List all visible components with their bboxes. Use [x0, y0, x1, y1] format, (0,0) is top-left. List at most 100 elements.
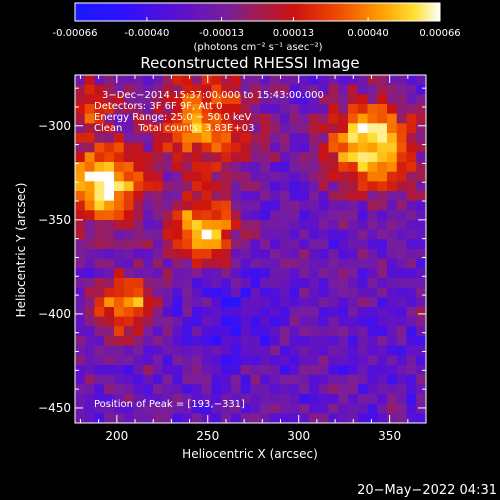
heatmap-cell — [367, 123, 378, 134]
heatmap-cell — [250, 104, 261, 115]
heatmap-cell — [387, 316, 398, 327]
heatmap-cell — [162, 162, 174, 173]
heatmap-cell — [250, 75, 261, 86]
heatmap-cell — [367, 297, 378, 308]
heatmap-cell — [104, 142, 115, 153]
heatmap-cell — [299, 297, 310, 308]
heatmap-cell — [221, 94, 232, 105]
heatmap-cell — [104, 200, 115, 211]
colorbar-frame — [74, 2, 441, 22]
heatmap-cell — [406, 316, 417, 327]
heatmap-cell — [299, 75, 310, 86]
heatmap-cell — [114, 94, 125, 105]
heatmap-cell — [309, 75, 320, 86]
heatmap-cell — [162, 220, 174, 231]
heatmap-cell — [338, 278, 349, 289]
heatmap-cell — [367, 268, 378, 279]
heatmap-cell — [309, 94, 320, 105]
heatmap-cell — [377, 162, 388, 173]
heatmap-cell — [309, 326, 320, 337]
heatmap-cell — [75, 210, 86, 221]
heatmap-cell — [192, 336, 203, 347]
heatmap-cell — [221, 249, 232, 260]
heatmap-cell — [182, 258, 193, 269]
heatmap-cell — [231, 104, 242, 115]
heatmap-cell — [299, 268, 310, 279]
heatmap-cell — [387, 336, 398, 347]
heatmap-cell — [270, 336, 281, 347]
footer-timestamp: 20−May−2022 04:31 — [357, 483, 497, 498]
heatmap-cell — [75, 258, 86, 269]
heatmap-cell — [231, 278, 242, 289]
heatmap-cell — [387, 229, 398, 240]
heatmap-cell — [143, 268, 154, 279]
heatmap-cell — [84, 220, 96, 231]
heatmap-cell — [270, 171, 281, 182]
heatmap-cell — [377, 297, 388, 308]
heatmap-cell — [123, 200, 135, 211]
heatmap-cell — [279, 384, 291, 395]
heatmap-cell — [231, 239, 242, 250]
heatmap-cell — [338, 287, 349, 298]
heatmap-cell — [104, 181, 115, 192]
heatmap-cell — [172, 326, 183, 337]
heatmap-cell — [240, 220, 252, 231]
heatmap-cell — [367, 84, 378, 95]
heatmap-cell — [192, 142, 203, 153]
heatmap-cell — [250, 258, 261, 269]
heatmap-cell — [357, 268, 369, 279]
heatmap-cell — [84, 104, 96, 115]
heatmap-cell — [299, 84, 310, 95]
heatmap-cell — [240, 84, 252, 95]
heatmap-cell — [406, 181, 417, 192]
heatmap-cell — [250, 413, 261, 423]
heatmap-cell — [123, 278, 135, 289]
heatmap-cell — [162, 278, 174, 289]
heatmap-cell — [182, 113, 193, 124]
heatmap-cell — [357, 181, 369, 192]
heatmap-cell — [260, 403, 271, 414]
heatmap-cell — [357, 171, 369, 182]
heatmap-cell — [328, 94, 339, 105]
heatmap-cell — [104, 94, 115, 105]
heatmap-cell — [133, 181, 144, 192]
heatmap-cell — [260, 239, 271, 250]
heatmap-cell — [396, 278, 408, 289]
heatmap-cell — [104, 287, 115, 298]
heatmap-cell — [94, 297, 105, 308]
heatmap-cell — [279, 123, 291, 134]
heatmap-cell — [192, 191, 203, 202]
heatmap-cell — [377, 258, 388, 269]
heatmap-cell — [221, 307, 232, 318]
heatmap-cell — [192, 384, 203, 395]
heatmap-cell — [289, 210, 300, 221]
heatmap-cell — [143, 365, 154, 376]
heatmap-cell — [377, 239, 388, 250]
heatmap-cell — [260, 84, 271, 95]
heatmap-cell — [133, 403, 144, 414]
heatmap-cell — [289, 307, 300, 318]
heatmap-cell — [114, 355, 125, 366]
heatmap-cell — [201, 268, 213, 279]
heatmap-cell — [338, 123, 349, 134]
heatmap-cell — [396, 365, 408, 376]
heatmap-cell — [309, 152, 320, 163]
heatmap-cell — [289, 249, 300, 260]
heatmap-cell — [289, 171, 300, 182]
heatmap-cell — [289, 384, 300, 395]
heatmap-cell — [387, 84, 398, 95]
heatmap-cell — [299, 104, 310, 115]
heatmap-cell — [338, 326, 349, 337]
heatmap-cell — [211, 249, 222, 260]
heatmap-cell — [192, 239, 203, 250]
heatmap-cell — [416, 355, 426, 366]
heatmap-cell — [94, 123, 105, 134]
heatmap-cell — [279, 365, 291, 376]
heatmap-cell — [279, 268, 291, 279]
heatmap-cell — [192, 297, 203, 308]
heatmap-cell — [406, 220, 417, 231]
heatmap-cell — [367, 210, 378, 221]
heatmap-cell — [153, 152, 164, 163]
heatmap-cell — [279, 229, 291, 240]
heatmap-cell — [270, 413, 281, 423]
